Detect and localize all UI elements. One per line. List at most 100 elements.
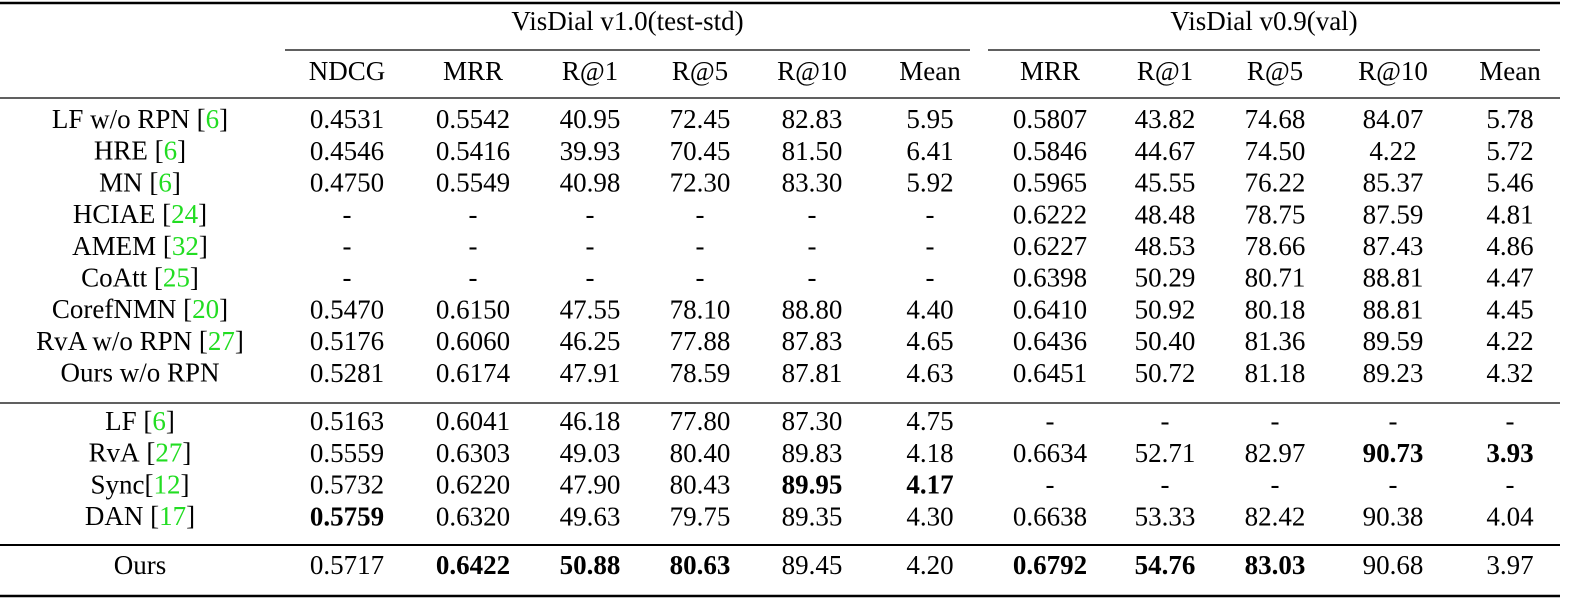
cell: 0.6150	[436, 294, 510, 324]
method-name: MN [6]	[99, 168, 181, 198]
cell: 0.6792	[1013, 550, 1087, 580]
cell: -	[343, 231, 352, 261]
method-label: RvA w/o RPN	[36, 326, 192, 356]
cell: -	[808, 199, 817, 229]
cell: -	[926, 199, 935, 229]
citation: 24	[171, 199, 199, 229]
cell: 0.6410	[1013, 294, 1087, 324]
cell: -	[1506, 406, 1515, 436]
method-name: Sync[12]	[91, 470, 190, 500]
cell: 0.5176	[310, 326, 384, 356]
column-header: NDCG	[309, 56, 386, 86]
cell: -	[1046, 406, 1055, 436]
cell: 90.73	[1363, 438, 1424, 468]
cell: 46.25	[560, 326, 621, 356]
cell: 47.91	[560, 358, 621, 388]
cell: -	[1271, 470, 1280, 500]
cell: 5.78	[1486, 104, 1533, 134]
column-header: R@10	[777, 56, 847, 86]
cell: -	[696, 263, 705, 293]
cell: -	[469, 231, 478, 261]
group-title: VisDial v1.0(test-std)	[511, 6, 743, 36]
cell: 40.95	[560, 104, 621, 134]
cell: 72.30	[670, 168, 731, 198]
method-label: DAN	[85, 501, 144, 531]
method-name: RvA [27]	[89, 438, 192, 468]
cell: 48.48	[1135, 199, 1196, 229]
method-name: HRE [6]	[94, 136, 186, 166]
cell: 87.81	[782, 358, 843, 388]
cell: 48.53	[1135, 231, 1196, 261]
cell: -	[586, 231, 595, 261]
cell: 0.6451	[1013, 358, 1087, 388]
cell: 47.55	[560, 294, 621, 324]
cell: 52.71	[1135, 438, 1196, 468]
cell: 82.42	[1245, 501, 1306, 531]
cell: 4.04	[1486, 501, 1534, 531]
cell: 89.83	[782, 438, 843, 468]
citation: 27	[155, 438, 182, 468]
cell: 76.22	[1245, 168, 1306, 198]
method-label: LF	[105, 406, 137, 436]
cell: 4.30	[906, 501, 953, 531]
cell: 0.5163	[310, 406, 384, 436]
cell: 81.36	[1245, 326, 1306, 356]
group-title: VisDial v0.9(val)	[1170, 6, 1357, 36]
cell: -	[926, 263, 935, 293]
cell: 3.93	[1486, 438, 1533, 468]
cell: -	[1389, 470, 1398, 500]
cell: 4.65	[906, 326, 953, 356]
column-header: R@1	[562, 56, 618, 86]
cell: 3.97	[1486, 550, 1533, 580]
cell: 80.63	[670, 550, 731, 580]
method-label: Sync	[91, 470, 145, 500]
cell: 4.47	[1486, 263, 1533, 293]
citation: 25	[163, 263, 190, 293]
citation-bracket: ]	[219, 104, 228, 134]
cell: 0.6422	[436, 550, 510, 580]
cell: 5.72	[1486, 136, 1533, 166]
cell: -	[1161, 470, 1170, 500]
cell: 0.6060	[436, 326, 510, 356]
citation-bracket: ]	[198, 199, 207, 229]
cell: 39.93	[560, 136, 621, 166]
citation-bracket: [	[155, 136, 164, 166]
cell: 0.5281	[310, 358, 384, 388]
cell: 44.67	[1135, 136, 1196, 166]
cell: 89.35	[782, 501, 843, 531]
cell: 72.45	[670, 104, 731, 134]
cell: 0.6220	[436, 470, 510, 500]
cell: 88.81	[1363, 294, 1424, 324]
citation-bracket: ]	[186, 501, 195, 531]
cell: 0.6041	[436, 406, 510, 436]
cell: 50.40	[1135, 326, 1196, 356]
cell: -	[469, 263, 478, 293]
cell: 89.23	[1363, 358, 1424, 388]
cell: -	[926, 231, 935, 261]
cell: -	[343, 263, 352, 293]
cell: 0.5807	[1013, 104, 1087, 134]
cell: 89.59	[1363, 326, 1424, 356]
citation-bracket: ]	[199, 231, 208, 261]
cell: 53.33	[1135, 501, 1196, 531]
cell: 80.18	[1245, 294, 1306, 324]
method-name: LF [6]	[105, 406, 175, 436]
method-label: HRE	[94, 136, 148, 166]
method-name: AMEM [32]	[72, 231, 208, 261]
cell: -	[586, 199, 595, 229]
cell: 0.6222	[1013, 199, 1087, 229]
method-name: Ours w/o RPN	[60, 358, 219, 388]
cell: 4.63	[906, 358, 953, 388]
cell: 84.07	[1363, 104, 1424, 134]
column-header: MRR	[1020, 56, 1080, 86]
citation-bracket: [	[162, 199, 171, 229]
column-header: R@1	[1137, 56, 1193, 86]
cell: 82.83	[782, 104, 843, 134]
cell: -	[808, 231, 817, 261]
cell: 0.5542	[436, 104, 510, 134]
cell: 77.88	[670, 326, 731, 356]
citation-bracket: [	[150, 501, 159, 531]
citation-bracket: ]	[219, 294, 228, 324]
cell: -	[586, 263, 595, 293]
